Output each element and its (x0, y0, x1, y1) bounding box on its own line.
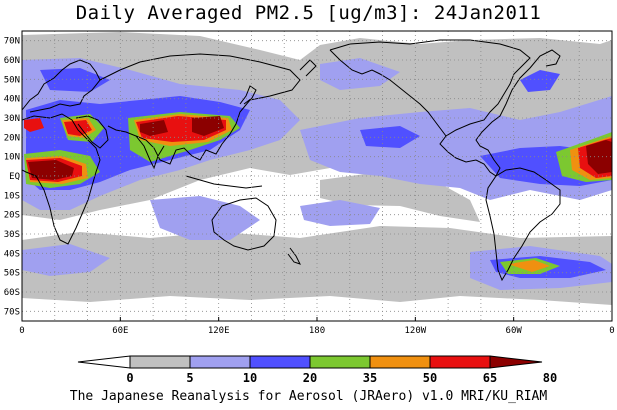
legend-tick-label: 50 (423, 371, 437, 385)
coastline-indonesia (185, 175, 263, 189)
lat-tick-label: 40N (4, 95, 20, 105)
lat-tick-label: 70S (4, 307, 20, 317)
band-80-plus (28, 160, 74, 180)
coastline-australia (211, 197, 277, 251)
coastline-alaska (329, 49, 447, 137)
graticule (22, 31, 612, 321)
lat-tick-label: 50S (4, 269, 20, 279)
coastline-north-america (329, 39, 561, 177)
lat-tick-label: EQ (9, 172, 20, 182)
band-80-plus (140, 120, 168, 136)
band-65-80 (24, 118, 44, 132)
coastline-europe (22, 59, 101, 113)
band-65-80 (64, 120, 92, 136)
lon-tick-label: 120E (208, 326, 230, 336)
longitude-tick-labels: 0 60E 120E 180 120W 60W 0 (19, 317, 615, 336)
legend-tick-label: 35 (363, 371, 377, 385)
legend-swatch (309, 355, 371, 369)
lon-tick-label: 60E (112, 326, 128, 336)
coastline-south-america (485, 167, 561, 282)
lat-tick-label: 30S (4, 230, 20, 240)
band-5-10 (22, 32, 612, 220)
legend-tick-label: 0 (126, 371, 133, 385)
legend-tick-label: 80 (543, 371, 557, 385)
lon-tick-label: 180 (309, 326, 325, 336)
legend-swatch (249, 355, 311, 369)
lat-tick-label: 50N (4, 75, 20, 85)
legend-tick-label: 5 (186, 371, 193, 385)
lat-tick-label: 60S (4, 288, 20, 298)
band-10-20 (300, 200, 380, 226)
legend-swatch (489, 355, 543, 369)
legend-swatch (77, 355, 131, 369)
band-10-20 (22, 244, 110, 276)
lon-tick-label: 0 (609, 326, 614, 336)
legend-swatch (429, 355, 491, 369)
band-50-65 (508, 260, 550, 272)
legend-tick-label: 20 (303, 371, 317, 385)
band-80-plus (192, 116, 224, 136)
band-5-10 (22, 226, 612, 305)
latitude-tick-labels: 70N 60N 50N 40N 30N 20N 10N EQ 10S 20S 30S 40S 50S 60… (4, 37, 20, 318)
map-title: Daily Averaged PM2.5 [ug/m3]: 24Jan2011 (75, 2, 542, 24)
lat-tick-label: 20S (4, 211, 20, 221)
coastline-india (135, 135, 165, 170)
band-10-20 (320, 58, 400, 90)
coastline-arabia (75, 115, 109, 149)
coastline-asia (99, 53, 301, 165)
legend-swatch (369, 355, 431, 369)
band-20-35 (520, 70, 560, 92)
footer-credit: The Japanese Reanalysis for Aerosol (JRA… (69, 389, 548, 404)
lon-tick-label: 0 (19, 326, 24, 336)
legend-swatch (189, 355, 251, 369)
lon-tick-label: 60W (506, 326, 523, 336)
coastline-kamchatka (299, 59, 317, 77)
lon-tick-label: 120W (404, 326, 426, 336)
pm25-field (22, 32, 612, 305)
lat-tick-label: 40S (4, 249, 20, 259)
legend-swatch (129, 355, 191, 369)
lat-tick-label: 60N (4, 56, 20, 66)
color-legend: 0 5 10 20 35 50 65 80 (77, 355, 557, 385)
coastline-africa (22, 113, 101, 245)
band-10-20 (150, 196, 260, 240)
lat-tick-label: 70N (4, 37, 20, 47)
legend-tick-label: 65 (483, 371, 497, 385)
lat-tick-label: 10S (4, 191, 20, 201)
coastlines (22, 39, 561, 282)
lat-tick-label: 30N (4, 114, 20, 124)
legend-tick-label: 10 (243, 371, 257, 385)
lat-tick-label: 10N (4, 153, 20, 163)
lat-tick-label: 20N (4, 133, 20, 143)
